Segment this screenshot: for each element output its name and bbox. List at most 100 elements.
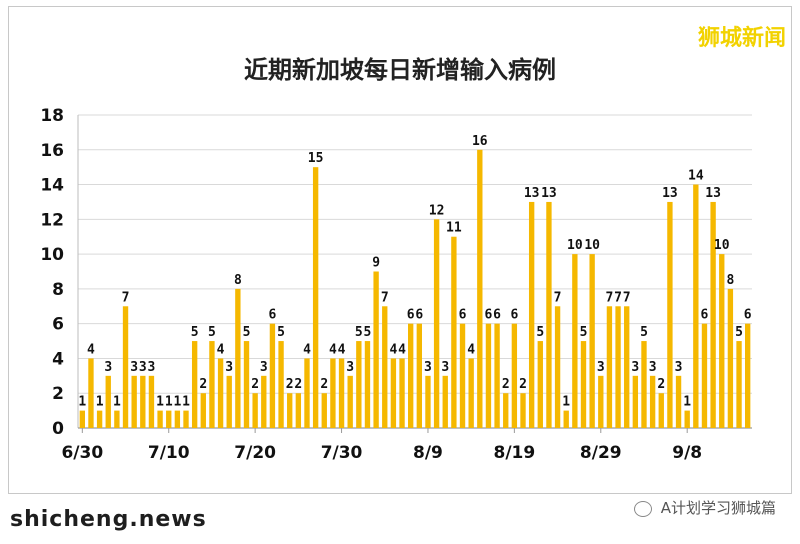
data-label: 14 <box>688 169 704 184</box>
data-label: 9 <box>372 256 380 271</box>
bar <box>373 271 379 428</box>
bar <box>114 410 120 428</box>
bar <box>382 306 388 428</box>
data-label: 1 <box>96 395 104 410</box>
data-label: 1 <box>562 395 570 410</box>
bar <box>140 375 146 428</box>
bar <box>649 375 656 428</box>
bar <box>503 393 509 428</box>
bar <box>494 323 500 428</box>
bar <box>719 254 725 428</box>
data-label: 6 <box>485 308 493 323</box>
data-label: 2 <box>294 377 302 392</box>
data-label: 13 <box>541 186 557 201</box>
data-label: 2 <box>657 377 665 392</box>
bar <box>364 341 371 428</box>
data-label: 2 <box>519 377 527 392</box>
bar <box>200 393 206 428</box>
bar <box>572 254 578 428</box>
brand-watermark: 狮城新闻 <box>697 26 786 51</box>
x-tick-label: 8/19 <box>494 443 536 463</box>
data-label: 6 <box>415 308 423 323</box>
bar <box>546 201 552 428</box>
y-tick-label: 10 <box>40 245 64 265</box>
data-label: 3 <box>441 360 449 375</box>
data-label: 5 <box>243 325 251 340</box>
data-label: 5 <box>640 325 648 340</box>
data-label: 6 <box>744 308 752 323</box>
y-tick-label: 6 <box>52 315 64 335</box>
data-label: 1 <box>78 395 86 410</box>
x-tick-label: 7/10 <box>148 443 190 463</box>
wechat-source: A计划学习狮城篇 <box>633 497 776 518</box>
data-label: 5 <box>208 325 216 340</box>
bar <box>425 375 431 428</box>
data-label: 3 <box>139 360 147 375</box>
bar <box>399 358 405 428</box>
data-label: 4 <box>303 342 311 357</box>
data-label: 4 <box>87 342 95 357</box>
bar <box>347 375 353 428</box>
data-label: 3 <box>597 360 605 375</box>
bar <box>261 375 267 428</box>
data-label: 6 <box>493 308 501 323</box>
bar <box>710 201 716 428</box>
data-label: 13 <box>662 186 678 201</box>
bar <box>287 393 293 428</box>
bar <box>624 306 630 428</box>
bar <box>191 341 198 428</box>
bar <box>528 201 535 428</box>
bar <box>701 323 708 428</box>
bar <box>520 393 526 428</box>
bar <box>658 393 664 428</box>
data-label: 6 <box>407 308 415 323</box>
bar <box>511 323 518 428</box>
data-label: 3 <box>104 360 112 375</box>
data-label: 4 <box>217 342 225 357</box>
bar <box>304 358 310 428</box>
x-tick-label: 7/20 <box>234 443 276 463</box>
bar <box>174 410 181 428</box>
data-label: 10 <box>567 238 583 253</box>
data-label: 1 <box>165 395 173 410</box>
bar <box>252 393 258 428</box>
data-label: 4 <box>338 342 346 357</box>
bar <box>321 393 327 428</box>
data-label: 1 <box>182 395 190 410</box>
bar <box>667 201 673 428</box>
data-label: 6 <box>510 308 518 323</box>
y-tick-label: 0 <box>52 419 64 439</box>
data-label: 3 <box>346 360 354 375</box>
bar <box>269 323 276 428</box>
data-label: 3 <box>260 360 268 375</box>
bar <box>537 341 543 428</box>
bar <box>96 410 103 428</box>
y-tick-label: 8 <box>52 280 64 300</box>
data-label: 5 <box>580 325 588 340</box>
bar <box>615 306 621 428</box>
bar <box>589 254 595 428</box>
data-label: 4 <box>467 342 475 357</box>
bar <box>209 341 215 428</box>
data-label: 15 <box>308 151 324 166</box>
bar <box>148 375 155 428</box>
data-label: 7 <box>554 290 562 305</box>
bar <box>606 306 613 428</box>
bar <box>745 323 751 428</box>
data-label: 10 <box>714 238 730 253</box>
bar <box>88 358 94 428</box>
y-tick-label: 14 <box>40 176 64 196</box>
data-label: 10 <box>584 238 600 253</box>
bar <box>563 410 569 428</box>
data-label: 2 <box>320 377 328 392</box>
bar <box>580 341 587 428</box>
y-tick-label: 18 <box>40 106 64 126</box>
x-tick-label: 8/9 <box>413 443 443 463</box>
data-label: 6 <box>269 308 277 323</box>
x-tick-label: 9/8 <box>672 443 702 463</box>
y-tick-label: 2 <box>52 384 64 404</box>
bar <box>684 410 690 428</box>
data-label: 4 <box>329 342 337 357</box>
bar <box>278 341 284 428</box>
